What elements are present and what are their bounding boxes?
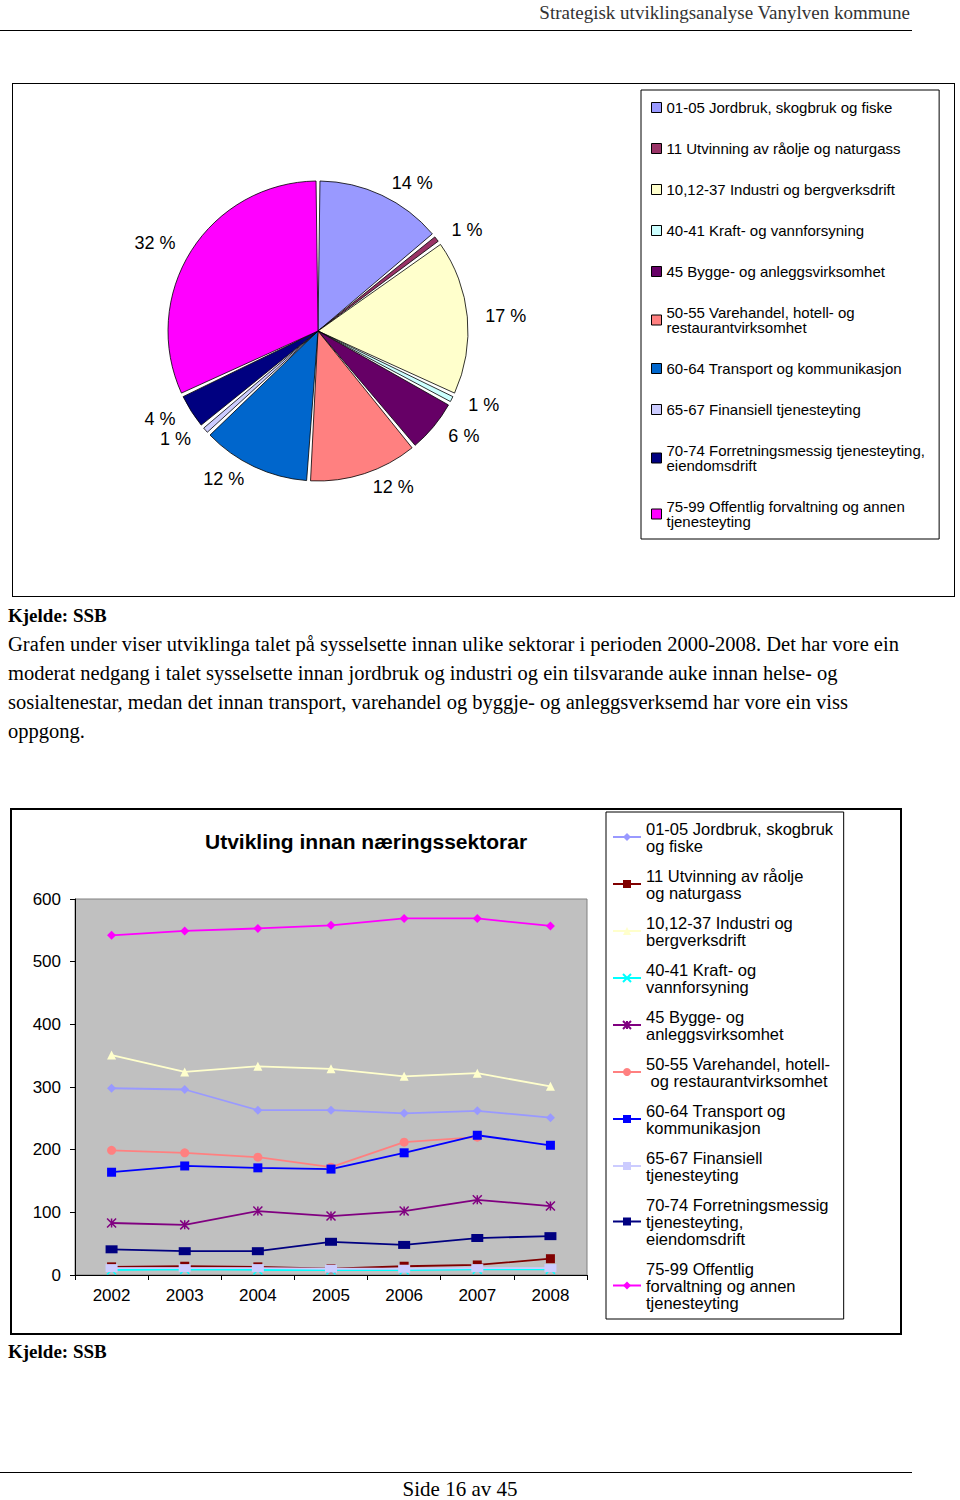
svg-text:2005: 2005 xyxy=(312,1286,350,1305)
html-text:Kjelde: SSB: Kjelde: SSB xyxy=(8,1341,107,1362)
svg-text:32 %: 32 % xyxy=(134,233,175,253)
svg-text:og naturgass: og naturgass xyxy=(646,884,741,902)
svg-text:200: 200 xyxy=(33,1140,61,1159)
svg-text:300: 300 xyxy=(33,1078,61,1097)
svg-text:tjenesteyting: tjenesteyting xyxy=(646,1166,739,1184)
svg-text:tjenesteyting: tjenesteyting xyxy=(646,1294,739,1312)
html-text:Grafen under viser utviklinga: Grafen under viser utviklinga talet på s… xyxy=(8,633,899,742)
svg-text:50-55 Varehandel, hotell- og: 50-55 Varehandel, hotell- og xyxy=(666,304,859,321)
svg-text:01-05 Jordbruk, skogbruk og fi: 01-05 Jordbruk, skogbruk og fiske xyxy=(667,99,893,116)
svg-text:60-64 Transport og: 60-64 Transport og xyxy=(646,1102,790,1120)
svg-text:og restaurantvirksomhet: og restaurantvirksomhet xyxy=(646,1072,828,1090)
svg-text:4 %: 4 % xyxy=(144,409,175,429)
svg-text:Utvikling innan næringssektora: Utvikling innan næringssektorar xyxy=(205,830,527,853)
svg-text:og fiske: og fiske xyxy=(646,837,703,855)
svg-text:40-41 Kraft- og vannforsyning: 40-41 Kraft- og vannforsyning xyxy=(667,222,865,239)
svg-text:anleggsvirksomhet: anleggsvirksomhet xyxy=(646,1025,784,1043)
svg-text:2002: 2002 xyxy=(93,1286,131,1305)
svg-text:75-99 Offentlig forvaltning og: 75-99 Offentlig forvaltning og annen xyxy=(666,498,909,515)
svg-text:70-74 Forretningsmessig: 70-74 Forretningsmessig xyxy=(646,1196,833,1214)
svg-text:tjenesteyting: tjenesteyting xyxy=(667,513,751,530)
svg-text:6 %: 6 % xyxy=(448,426,479,446)
svg-text:bergverksdrift: bergverksdrift xyxy=(646,931,746,949)
html-text:Side 16 av 45: Side 16 av 45 xyxy=(402,1477,518,1500)
svg-text:10,12-37 Industri og bergverks: 10,12-37 Industri og bergverksdrift xyxy=(667,181,896,198)
svg-text:45 Bygge- og anleggsvirksomhet: 45 Bygge- og anleggsvirksomhet xyxy=(667,263,886,280)
svg-text:01-05 Jordbruk, skogbruk: 01-05 Jordbruk, skogbruk xyxy=(646,820,838,838)
svg-text:100: 100 xyxy=(33,1203,61,1222)
svg-text:vannforsyning: vannforsyning xyxy=(646,978,749,996)
svg-text:12 %: 12 % xyxy=(373,477,414,497)
svg-text:600: 600 xyxy=(33,890,61,909)
svg-text:2007: 2007 xyxy=(458,1286,496,1305)
svg-text:tjenesteyting,: tjenesteyting, xyxy=(646,1213,748,1231)
svg-text:50-55 Varehandel, hotell-: 50-55 Varehandel, hotell- xyxy=(646,1055,830,1073)
svg-text:0: 0 xyxy=(52,1266,61,1285)
svg-text:70-74 Forretningsmessig tjenes: 70-74 Forretningsmessig tjenesteyting, xyxy=(666,442,930,459)
svg-text:eiendomsdrift: eiendomsdrift xyxy=(667,457,758,474)
svg-text:12 %: 12 % xyxy=(203,469,244,489)
svg-text:40-41 Kraft- og: 40-41 Kraft- og xyxy=(646,961,761,979)
svg-text:10,12-37 Industri og: 10,12-37 Industri og xyxy=(646,914,797,932)
svg-text:2004: 2004 xyxy=(239,1286,277,1305)
svg-text:65-67 Finansiell tjenesteyting: 65-67 Finansiell tjenesteyting xyxy=(667,401,861,418)
svg-text:kommunikasjon: kommunikasjon xyxy=(646,1119,761,1137)
svg-text:500: 500 xyxy=(33,952,61,971)
svg-text:forvaltning og annen: forvaltning og annen xyxy=(646,1277,800,1295)
svg-text:eiendomsdrift: eiendomsdrift xyxy=(646,1230,745,1248)
svg-text:45 Bygge- og: 45 Bygge- og xyxy=(646,1008,749,1026)
svg-text:75-99 Offentlig: 75-99 Offentlig xyxy=(646,1260,759,1278)
svg-text:2006: 2006 xyxy=(385,1286,423,1305)
svg-text:60-64 Transport og kommunikasj: 60-64 Transport og kommunikasjon xyxy=(667,360,902,377)
svg-text:400: 400 xyxy=(33,1015,61,1034)
html-text:Strategisk utviklingsanalyse V: Strategisk utviklingsanalyse Vanylven ko… xyxy=(539,2,910,23)
svg-text:1 %: 1 % xyxy=(452,220,483,240)
svg-text:1 %: 1 % xyxy=(468,395,499,415)
svg-text:17 %: 17 % xyxy=(485,306,526,326)
svg-text:1 %: 1 % xyxy=(160,429,191,449)
svg-text:14 %: 14 % xyxy=(392,173,433,193)
svg-text:2008: 2008 xyxy=(532,1286,570,1305)
svg-text:11 Utvinning av råolje og natu: 11 Utvinning av råolje og naturgass xyxy=(667,140,901,157)
svg-text:65-67 Finansiell: 65-67 Finansiell xyxy=(646,1149,767,1167)
svg-text:2003: 2003 xyxy=(166,1286,204,1305)
html-text:Kjelde: SSB: Kjelde: SSB xyxy=(8,605,107,626)
svg-text:11 Utvinning av råolje: 11 Utvinning av råolje xyxy=(646,867,808,885)
svg-text:restaurantvirksomhet: restaurantvirksomhet xyxy=(667,319,808,336)
